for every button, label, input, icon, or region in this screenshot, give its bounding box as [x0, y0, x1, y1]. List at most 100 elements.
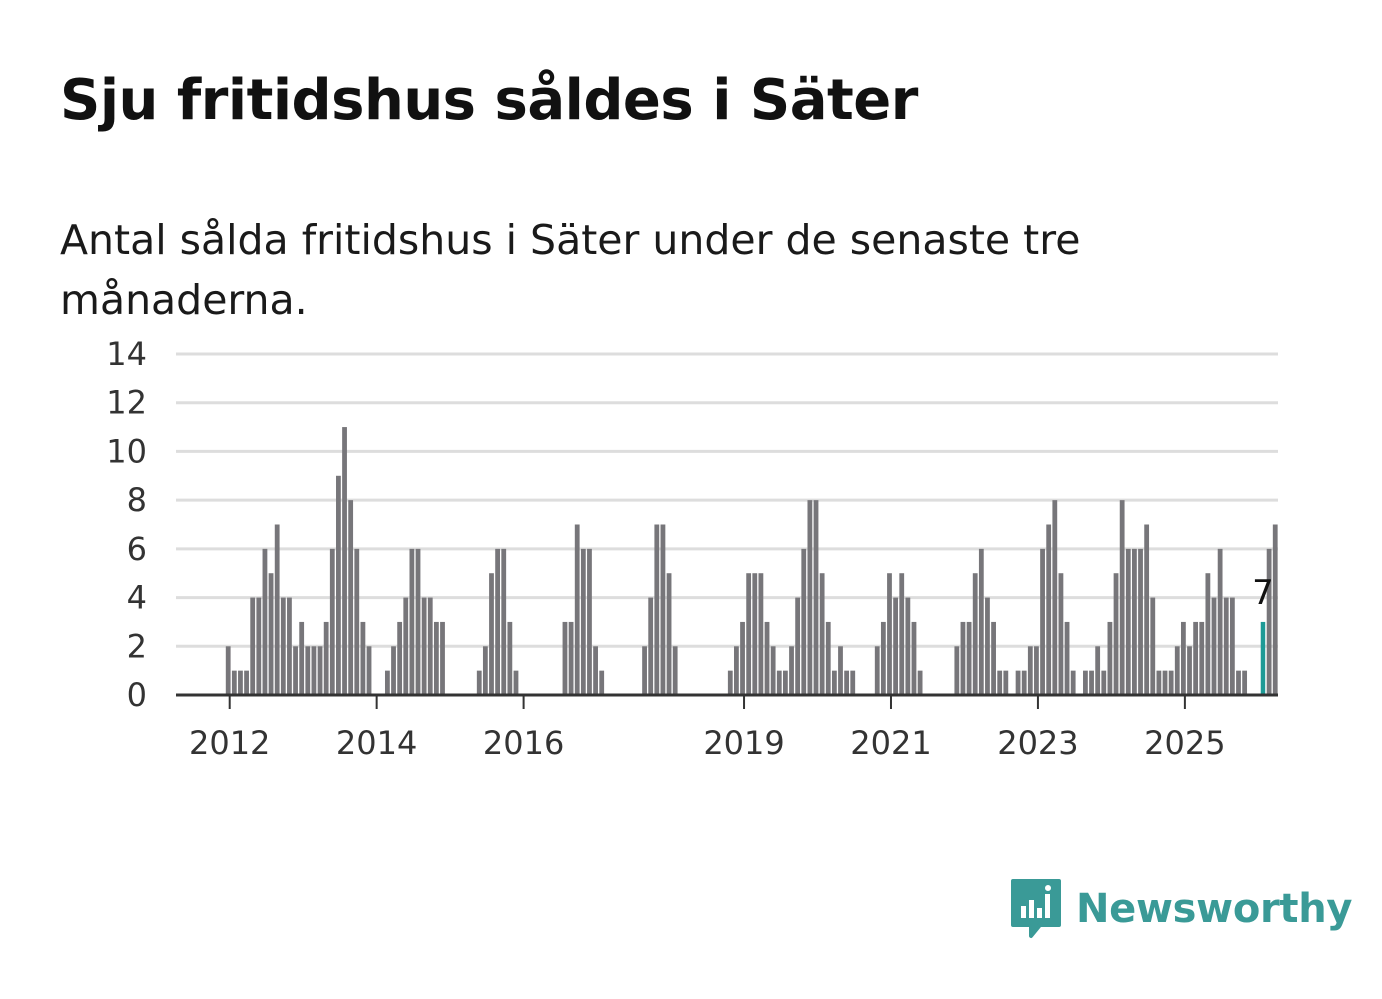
y-tick-label: 14 [106, 335, 147, 373]
bar [752, 573, 758, 695]
bar [274, 524, 280, 695]
bar [642, 646, 647, 695]
bar [415, 548, 421, 695]
bar [250, 597, 256, 695]
y-tick-label: 8 [127, 481, 147, 519]
bar [1003, 670, 1009, 695]
bar [1168, 670, 1174, 695]
bar [966, 621, 972, 695]
bar [311, 646, 317, 695]
x-tick-label: 2012 [189, 724, 270, 762]
bar [507, 621, 513, 695]
bar [495, 548, 501, 695]
bar [280, 597, 286, 695]
bar [336, 475, 341, 695]
bar [758, 573, 764, 695]
bar [899, 573, 905, 695]
bar [746, 573, 752, 695]
bar [391, 646, 396, 695]
y-axis-ticks: 0 2 4 6 8 10 12 14 [106, 335, 147, 714]
bar [384, 670, 390, 695]
x-tick-label: 2019 [703, 724, 784, 762]
bar [580, 548, 586, 695]
bar [789, 646, 794, 695]
bar [819, 573, 825, 695]
bar [1156, 670, 1162, 695]
bar [874, 646, 880, 695]
bar [238, 670, 243, 695]
bar [1064, 621, 1070, 695]
bar [256, 597, 262, 695]
bar [421, 597, 427, 695]
bar [342, 427, 347, 695]
bar [489, 573, 494, 695]
y-tick-label: 0 [127, 676, 147, 714]
bar [1095, 646, 1101, 695]
bar [1101, 670, 1107, 695]
bar [972, 573, 978, 695]
bar [1027, 646, 1033, 695]
bar [1211, 597, 1217, 695]
x-tick-label: 2025 [1144, 724, 1225, 762]
bar [440, 621, 445, 695]
bar [1236, 670, 1241, 695]
bar [880, 621, 886, 695]
bar [795, 597, 801, 695]
bar [305, 646, 311, 695]
bar [1199, 621, 1205, 695]
bar [1193, 621, 1199, 695]
bar [482, 646, 488, 695]
bar [1223, 597, 1229, 695]
bar [1125, 548, 1131, 695]
bar [587, 548, 592, 695]
bar [360, 621, 366, 695]
bar [1052, 500, 1058, 695]
bar [1015, 670, 1021, 695]
chart-title: Sju fritidshus såldes i Säter [60, 68, 918, 133]
bar [366, 646, 372, 695]
newsworthy-logo-icon [1011, 879, 1061, 938]
bar [672, 646, 678, 695]
bar-chart: 0 2 4 6 8 10 12 14 2012 2014 2016 2019 2021 2023 2025… [106, 335, 1278, 762]
bar [1113, 573, 1119, 695]
bar [776, 670, 782, 695]
bar [244, 670, 249, 695]
annotations: 7 [1252, 573, 1274, 613]
bar [997, 670, 1003, 695]
y-tick-label: 4 [127, 579, 147, 617]
bar [1162, 670, 1168, 695]
y-tick-label: 2 [127, 627, 147, 665]
bar [991, 621, 996, 695]
bar [1150, 597, 1156, 695]
bar [893, 597, 899, 695]
bar [1272, 524, 1278, 695]
bar [764, 621, 770, 695]
bar [666, 573, 672, 695]
x-tick-label: 2021 [850, 724, 931, 762]
bar [1205, 573, 1211, 695]
bar [317, 646, 323, 695]
bar [1138, 548, 1143, 695]
bar [397, 621, 403, 695]
bar [513, 670, 519, 695]
y-tick-label: 12 [106, 384, 147, 422]
bar [985, 597, 990, 695]
highlight-value-label: 7 [1252, 573, 1274, 613]
bar [433, 621, 439, 695]
bar [844, 670, 850, 695]
chart-subtitle: Antal sålda fritidshus i Säter under de … [60, 216, 1081, 324]
bar [1187, 646, 1192, 695]
x-tick-label: 2016 [483, 724, 564, 762]
bar [225, 646, 231, 695]
bar [813, 500, 819, 695]
bar [1229, 597, 1235, 695]
x-axis-ticks: 2012 2014 2016 2019 2021 2023 2025 [189, 695, 1226, 762]
bar [648, 597, 654, 695]
brand-name: Newsworthy [1076, 886, 1353, 932]
bar [660, 524, 666, 695]
bar [1107, 621, 1113, 695]
bar [740, 621, 745, 695]
bar [911, 621, 917, 695]
bar [323, 621, 329, 695]
bar [1266, 548, 1272, 695]
